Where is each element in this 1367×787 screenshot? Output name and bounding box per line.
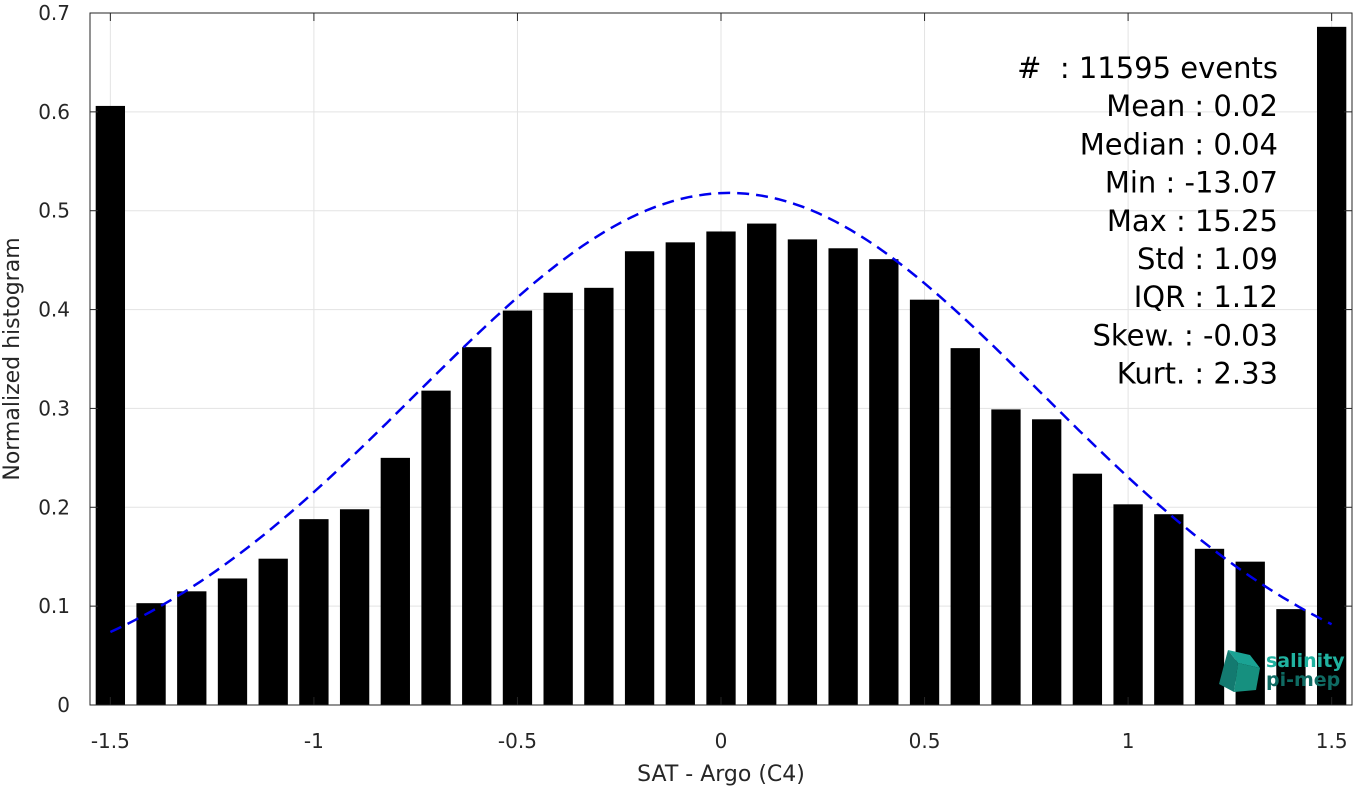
stat-line: Median : 0.04 xyxy=(1080,127,1278,161)
histogram-bar xyxy=(462,347,492,705)
y-tick-label: 0.3 xyxy=(38,396,70,420)
histogram-bar xyxy=(1032,419,1062,705)
logo-cube-icon xyxy=(1219,650,1260,692)
histogram-bar xyxy=(421,390,451,705)
histogram-bar xyxy=(217,578,248,705)
histogram-bar xyxy=(787,239,818,705)
stat-line: Std : 1.09 xyxy=(1137,242,1278,276)
stat-line: # : 11595 events xyxy=(1017,51,1278,85)
histogram-bar xyxy=(339,509,370,705)
x-tick-label: 0 xyxy=(715,729,728,753)
histogram-bar xyxy=(1316,26,1347,705)
logo-text-pi-mep: pi-mep xyxy=(1266,669,1340,691)
y-axis-ticks: 0 0.1 0.2 0.3 0.4 0.5 0.6 0.7 xyxy=(38,1,1352,717)
histogram-bar xyxy=(747,223,777,705)
histogram-bar xyxy=(502,310,533,705)
histogram-bar xyxy=(828,248,858,705)
histogram-bar xyxy=(299,519,329,705)
histogram-bar xyxy=(258,558,288,705)
salinity-pi-mep-logo: salinity pi-mep xyxy=(1219,650,1345,692)
histogram-bar xyxy=(95,105,126,705)
normal-fit-curve xyxy=(109,191,1333,634)
histogram-bars xyxy=(95,26,1347,705)
histogram-bar xyxy=(950,348,980,705)
y-tick-label: 0.6 xyxy=(38,100,70,124)
histogram-bar xyxy=(665,242,695,705)
x-tick-label: 1.5 xyxy=(1316,729,1348,753)
y-tick-label: 0.5 xyxy=(38,199,70,223)
histogram-bar xyxy=(1072,473,1103,705)
histogram-bar xyxy=(380,457,410,705)
stat-line: IQR : 1.12 xyxy=(1134,280,1278,314)
histogram-bar xyxy=(991,409,1021,705)
x-tick-label: -1.5 xyxy=(91,729,130,753)
stat-line: Min : -13.07 xyxy=(1105,166,1278,200)
stat-line: Kurt. : 2.33 xyxy=(1117,357,1278,391)
histogram-bar xyxy=(909,299,940,705)
histogram-bar xyxy=(869,259,899,705)
histogram-bar xyxy=(1113,504,1143,705)
histogram-bar xyxy=(177,591,207,705)
y-tick-label: 0.2 xyxy=(38,495,70,519)
logo-text-salinity: salinity xyxy=(1266,650,1345,672)
histogram-bar xyxy=(136,603,166,705)
statistics-box: # : 11595 events Mean : 0.02 Median : 0.04… xyxy=(1017,51,1278,391)
histogram-bar xyxy=(706,231,736,705)
y-tick-label: 0 xyxy=(57,693,70,717)
y-tick-label: 0.4 xyxy=(38,298,70,322)
x-tick-label: -1 xyxy=(304,729,324,753)
histogram-bar xyxy=(543,292,573,705)
y-tick-label: 0.1 xyxy=(38,594,70,618)
y-tick-label: 0.7 xyxy=(38,1,70,25)
histogram-bar xyxy=(1194,548,1225,705)
stat-line: Skew. : -0.03 xyxy=(1092,318,1278,352)
x-axis-ticks: -1.5 -1 -0.5 0 0.5 1 1.5 xyxy=(91,13,1348,753)
x-axis-title: SAT - Argo (C4) xyxy=(637,762,805,787)
stat-line: Max : 15.25 xyxy=(1107,204,1278,238)
histogram-bar xyxy=(1154,514,1184,705)
histogram-bar xyxy=(584,287,614,705)
histogram-bar xyxy=(624,251,655,705)
y-axis-title: Normalized histogram xyxy=(0,237,25,480)
x-tick-label: 1 xyxy=(1122,729,1135,753)
x-tick-label: -0.5 xyxy=(498,729,537,753)
stat-line: Mean : 0.02 xyxy=(1106,89,1278,123)
x-tick-label: 0.5 xyxy=(909,729,941,753)
histogram-bar xyxy=(1276,609,1306,705)
